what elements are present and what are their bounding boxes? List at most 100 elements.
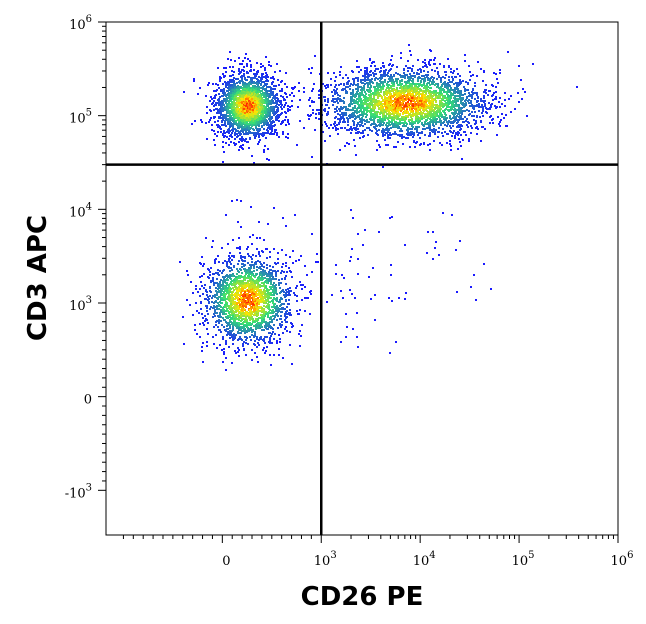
event-dot <box>244 103 246 105</box>
event-dot <box>459 79 461 81</box>
event-dot <box>407 96 409 98</box>
event-dot <box>347 119 349 121</box>
event-dot <box>424 94 426 96</box>
event-dot <box>496 134 498 136</box>
event-dot <box>495 98 497 100</box>
event-dot <box>193 78 195 80</box>
event-dot <box>526 115 528 117</box>
event-dot <box>411 128 413 130</box>
event-dot <box>219 101 221 103</box>
event-dot <box>339 95 341 97</box>
event-dot <box>229 123 231 125</box>
event-dot <box>251 78 253 80</box>
event-dot <box>234 91 236 93</box>
event-dot <box>345 106 347 108</box>
event-dot <box>269 112 271 114</box>
event-dot <box>368 94 370 96</box>
event-dot <box>254 120 256 122</box>
event-dot <box>354 110 356 112</box>
event-dot <box>412 103 414 105</box>
event-dot <box>226 97 228 99</box>
event-dot <box>362 125 364 127</box>
event-dot <box>454 98 456 100</box>
event-dot <box>354 128 356 130</box>
event-dot <box>376 113 378 115</box>
event-dot <box>221 103 223 105</box>
event-dot <box>504 105 506 107</box>
event-dot <box>230 100 232 102</box>
event-dot <box>273 133 275 135</box>
event-dot <box>380 67 382 69</box>
event-dot <box>245 108 247 110</box>
event-dot <box>227 119 229 121</box>
event-dot <box>389 132 391 134</box>
event-dot <box>333 89 335 91</box>
event-dot <box>339 71 341 73</box>
event-dot <box>288 123 290 125</box>
event-dot <box>229 119 231 121</box>
event-dot <box>363 119 365 121</box>
event-dot <box>383 113 385 115</box>
event-dot <box>247 92 249 94</box>
event-dot <box>223 67 225 69</box>
event-dot <box>369 91 371 93</box>
event-dot <box>441 132 443 134</box>
event-dot <box>312 112 314 114</box>
event-dot <box>289 109 291 111</box>
event-dot <box>298 82 300 84</box>
event-dot <box>342 100 344 102</box>
event-dot <box>492 85 494 87</box>
event-dot <box>442 110 444 112</box>
event-dot <box>482 108 484 110</box>
event-dot <box>267 80 269 82</box>
event-dot <box>243 66 245 68</box>
event-dot <box>303 127 305 129</box>
event-dot <box>425 101 427 103</box>
event-dot <box>257 131 259 133</box>
event-dot <box>423 82 425 84</box>
event-dot <box>481 112 483 114</box>
event-dot <box>418 132 420 134</box>
event-dot <box>381 77 383 79</box>
event-dot <box>576 86 578 88</box>
event-dot <box>242 92 244 94</box>
event-dot <box>451 76 453 78</box>
event-dot <box>420 81 422 83</box>
event-dot <box>388 134 390 136</box>
event-dot <box>251 93 253 95</box>
event-dot <box>408 82 410 84</box>
event-dot <box>347 124 349 126</box>
event-dot <box>228 138 230 140</box>
event-dot <box>428 61 430 63</box>
event-dot <box>449 115 451 117</box>
event-dot <box>366 114 368 116</box>
event-dot <box>228 112 230 114</box>
event-dot <box>461 113 463 115</box>
event-dot <box>257 143 259 145</box>
event-dot <box>236 133 238 135</box>
event-dot <box>336 88 338 90</box>
event-dot <box>439 109 441 111</box>
event-dot <box>347 121 349 123</box>
event-dot <box>444 81 446 83</box>
event-dot <box>457 134 459 136</box>
event-dot <box>326 84 328 86</box>
event-dot <box>293 95 295 97</box>
event-dot <box>232 130 234 132</box>
event-dot <box>417 134 419 136</box>
event-dot <box>356 116 358 118</box>
event-dot <box>389 77 391 79</box>
event-dot <box>433 129 435 131</box>
event-dot <box>359 100 361 102</box>
event-dot <box>457 100 459 102</box>
event-dot <box>233 101 235 103</box>
event-dot <box>456 95 458 97</box>
event-dot <box>379 71 381 73</box>
event-dot <box>476 115 478 117</box>
event-dot <box>221 109 223 111</box>
event-dot <box>382 99 384 101</box>
event-dot <box>336 110 338 112</box>
event-dot <box>363 135 365 137</box>
event-dot <box>448 103 450 105</box>
event-dot <box>233 142 235 144</box>
